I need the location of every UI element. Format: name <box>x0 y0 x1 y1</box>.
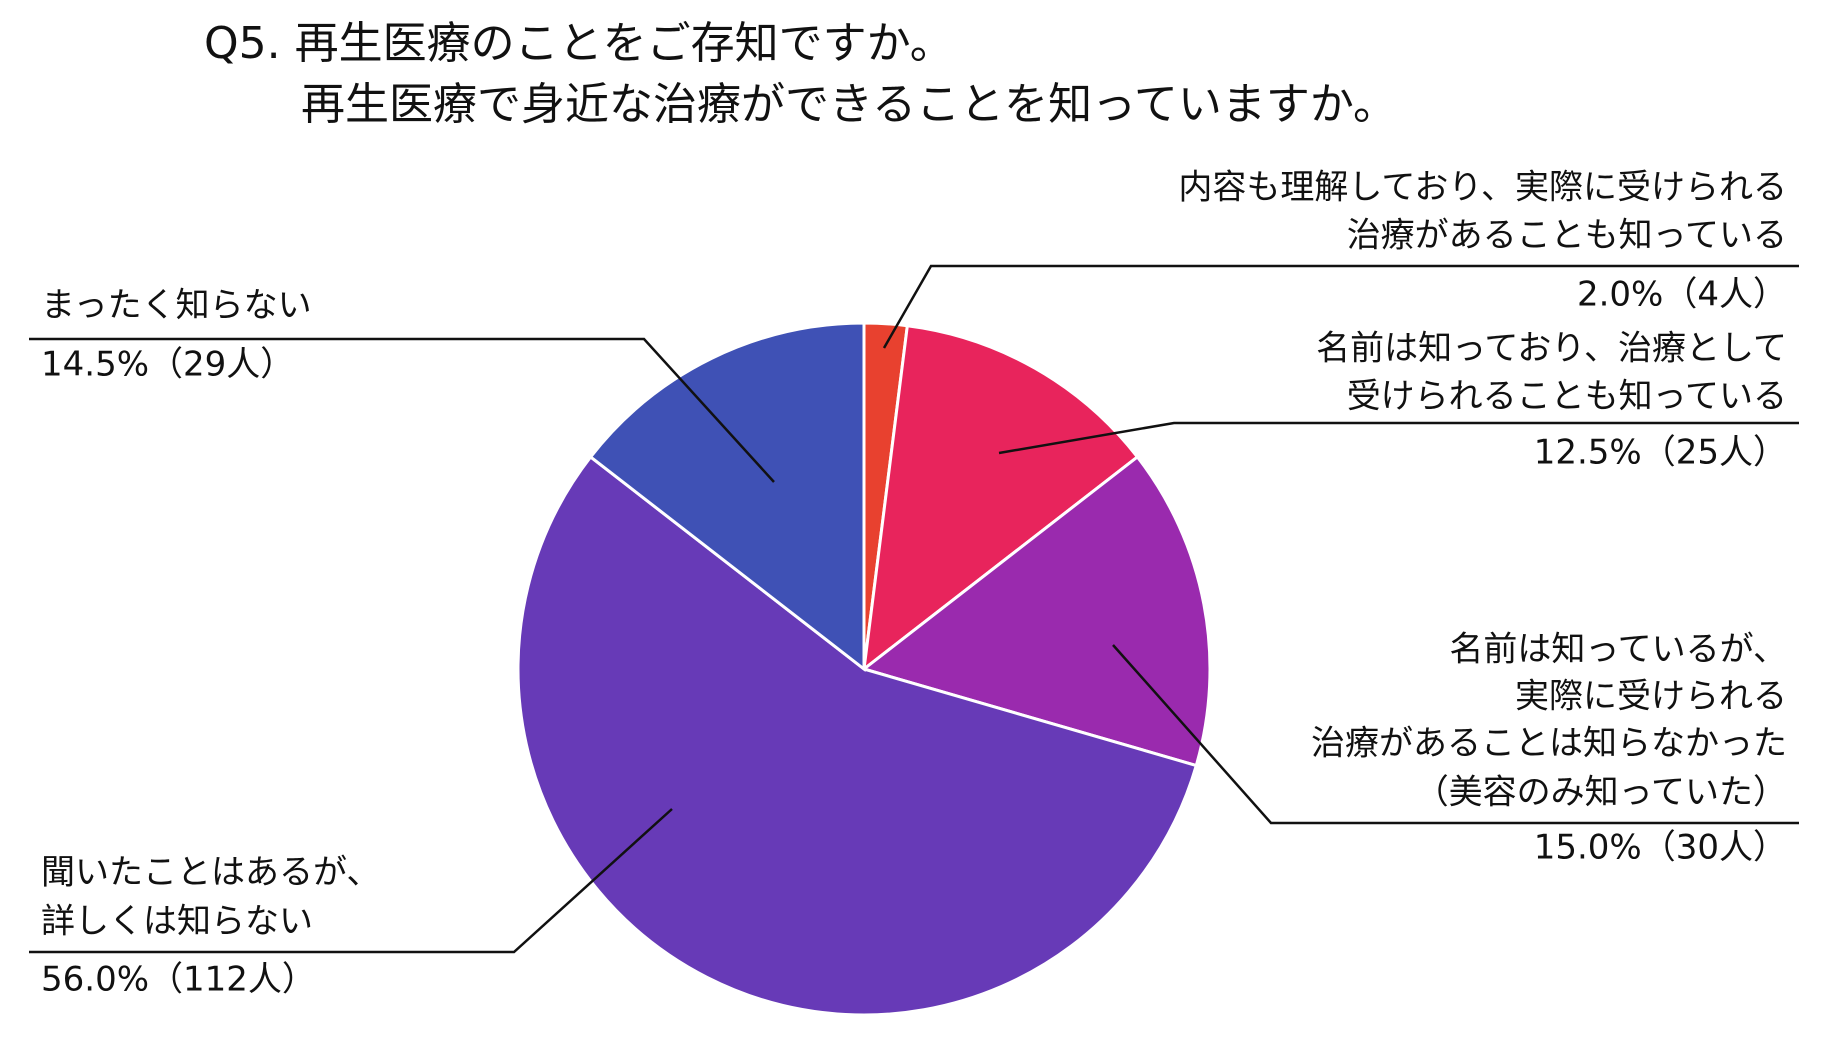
pie-slice <box>516 454 1199 1017</box>
slice-label: 治療があることも知っている <box>1347 216 1787 256</box>
leader-line <box>29 337 775 483</box>
slice-label: 名前は知っているが、 <box>1449 630 1787 670</box>
pie-slice <box>588 321 866 673</box>
value-label: 14.5%（29人） <box>41 345 294 385</box>
leader-line <box>1112 644 1799 825</box>
slice-label: 治療があることは知らなかった <box>1311 724 1787 764</box>
value-label: 15.0%（30人） <box>1534 828 1787 868</box>
slice-label: 実際に受けられる <box>1515 677 1787 717</box>
slice-label: 名前は知っており、治療として <box>1316 329 1787 369</box>
leader-line <box>882 264 1799 349</box>
leader-line <box>998 421 1799 455</box>
leader-line <box>29 808 673 954</box>
slice-label: 聞いたことはあるが、 <box>41 853 380 893</box>
slice-label: （美容のみ知っていた） <box>1415 773 1787 813</box>
value-label: 12.5%（25人） <box>1534 433 1787 473</box>
chart-title: 再生医療で身近な治療ができることを知っていますか。 <box>301 79 1397 130</box>
slice-label: 受けられることも知っている <box>1347 377 1787 417</box>
value-label: 56.0%（112人） <box>41 960 316 1000</box>
value-label: 2.0%（4人） <box>1577 275 1787 315</box>
chart-title: Q5. 再生医療のことをご存知ですか。 <box>204 18 954 69</box>
pie-slice <box>860 454 1212 768</box>
pie-slice <box>862 324 1140 673</box>
slice-label: 内容も理解しており、実際に受けられる <box>1178 168 1787 208</box>
slice-label: まったく知らない <box>41 286 312 326</box>
slice-label: 詳しくは知らない <box>41 902 313 942</box>
